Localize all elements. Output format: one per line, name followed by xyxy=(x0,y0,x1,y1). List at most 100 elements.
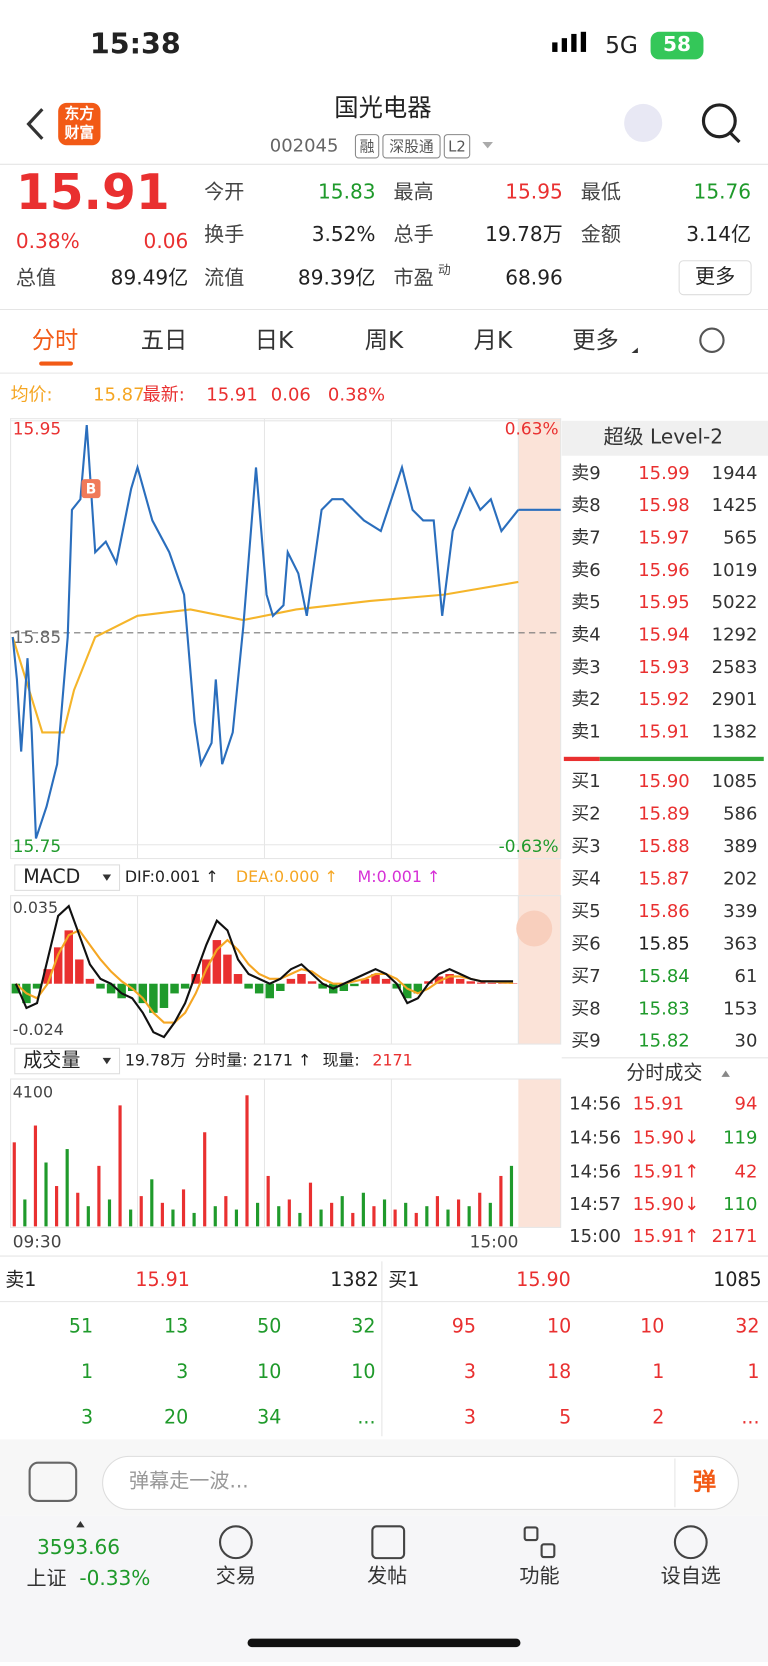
stock-code: 002045 xyxy=(270,135,339,156)
after-hours-shade xyxy=(518,1079,560,1227)
dea-label: DEA:0.000 ↑ xyxy=(236,867,338,886)
more-label[interactable]: 更多 xyxy=(695,264,735,288)
pct-tick-label: 0.63% xyxy=(505,418,559,438)
volume-bar xyxy=(330,1203,333,1227)
expand-button[interactable] xyxy=(516,910,552,946)
volume-bar xyxy=(510,1166,513,1226)
tab[interactable]: 五日 xyxy=(141,327,188,354)
dropdown-arrow[interactable] xyxy=(482,142,493,148)
level-price: 15.97 xyxy=(638,527,689,548)
volume-bar xyxy=(404,1203,407,1227)
queue-order: 3 xyxy=(176,1361,188,1383)
indicator-name[interactable]: 成交量 xyxy=(23,1049,80,1071)
level-label: 买9 xyxy=(571,1031,600,1052)
danmu-placeholder[interactable]: 弹幕走一波... xyxy=(129,1468,249,1492)
pct-tick-label: -0.63% xyxy=(499,836,559,856)
volume-bar xyxy=(383,1199,386,1226)
level-label: 卖9 xyxy=(571,463,600,484)
index-pct[interactable]: -0.33% xyxy=(79,1566,150,1590)
search-button[interactable] xyxy=(703,105,735,137)
field-value: 89.49亿 xyxy=(111,265,189,289)
trade-time: 14:56 xyxy=(569,1161,621,1182)
danmu-button[interactable]: 弹 xyxy=(693,1468,716,1495)
volume-bar xyxy=(446,1210,449,1227)
macd-bar xyxy=(65,930,73,983)
level-volume: 202 xyxy=(723,869,757,890)
volume-bar xyxy=(161,1203,164,1227)
indicator-name[interactable]: MACD xyxy=(23,866,80,888)
nav-label[interactable]: 发帖 xyxy=(367,1564,407,1588)
volume-bar xyxy=(214,1206,217,1226)
volume-bar xyxy=(256,1203,259,1227)
level-price: 15.89 xyxy=(638,804,689,825)
trade-volume: 110 xyxy=(723,1194,757,1215)
volume-period: 分时量: 2171 ↑ xyxy=(195,1050,312,1069)
field-label: 流值 xyxy=(204,265,244,289)
settings-button[interactable] xyxy=(700,329,723,352)
level-volume: 1382 xyxy=(712,721,758,742)
volume-bar xyxy=(76,1193,79,1227)
macd-bar xyxy=(350,984,358,986)
volume-bar xyxy=(372,1206,375,1226)
queue-order: 95 xyxy=(452,1316,476,1338)
level-price: 15.93 xyxy=(638,657,689,678)
change: 0.06 xyxy=(144,229,189,253)
macd-bar xyxy=(160,984,168,1008)
trade-volume: 94 xyxy=(735,1093,758,1114)
volume-bar xyxy=(87,1206,90,1226)
tab[interactable]: 日K xyxy=(255,327,294,354)
macd-bar xyxy=(297,974,305,984)
level-label: 卖3 xyxy=(571,657,600,678)
queue-order: 3 xyxy=(81,1407,93,1429)
queue-order: 20 xyxy=(164,1407,188,1429)
level-price: 15.82 xyxy=(638,1031,689,1052)
level-volume: 30 xyxy=(735,1031,758,1052)
queue-order: 3 xyxy=(464,1407,476,1429)
volume-bar xyxy=(341,1196,344,1226)
volume-bar xyxy=(298,1213,301,1226)
trade-time: 15:00 xyxy=(569,1226,621,1247)
level-volume: 1425 xyxy=(712,495,758,516)
queue-label: 卖1 xyxy=(5,1269,36,1291)
avg-line xyxy=(13,582,519,733)
volume-now-label: 现量: xyxy=(323,1050,360,1069)
volume-bar xyxy=(97,1166,100,1226)
tab[interactable]: 分时 xyxy=(32,327,79,354)
avg-value: 15.87 xyxy=(93,384,144,405)
nav-label[interactable]: 功能 xyxy=(519,1564,559,1588)
level-price: 15.90 xyxy=(638,771,689,792)
trade-time: 14:56 xyxy=(569,1093,621,1114)
volume-bar xyxy=(108,1199,111,1226)
queue-price: 15.90 xyxy=(516,1269,570,1291)
macd-bar xyxy=(308,981,316,983)
ask-bar xyxy=(564,757,600,761)
change-pct: 0.38% xyxy=(16,229,80,253)
volume-bar xyxy=(478,1193,481,1227)
nav-label[interactable]: 设自选 xyxy=(661,1564,721,1588)
queue-order: 1 xyxy=(747,1361,759,1383)
price: 15.91 xyxy=(16,165,170,221)
tab[interactable]: 更多 xyxy=(572,327,619,354)
tab[interactable]: 周K xyxy=(365,327,404,354)
queue-order: ... xyxy=(357,1407,375,1429)
level-price: 15.83 xyxy=(638,998,689,1019)
nav-label[interactable]: 交易 xyxy=(216,1564,256,1588)
trade-price: 15.91↑ xyxy=(633,1161,700,1182)
tab[interactable]: 月K xyxy=(474,327,513,354)
queue-order: 13 xyxy=(164,1316,188,1338)
trade-time: 14:56 xyxy=(569,1127,621,1148)
volume-bar xyxy=(171,1210,174,1227)
back-button[interactable] xyxy=(29,109,43,139)
field-value: 3.52% xyxy=(312,222,376,246)
collapse-arrow[interactable] xyxy=(721,1071,729,1077)
index-name[interactable]: 上证 xyxy=(26,1566,66,1590)
macd-bar xyxy=(456,979,464,984)
robot-icon[interactable] xyxy=(624,104,662,142)
macd-bar xyxy=(382,979,390,984)
volume-bar xyxy=(193,1213,196,1226)
level-volume: 363 xyxy=(723,933,757,954)
level-price: 15.85 xyxy=(638,933,689,954)
level-volume: 153 xyxy=(723,998,757,1019)
index-value[interactable]: 3593.66 xyxy=(37,1535,120,1559)
